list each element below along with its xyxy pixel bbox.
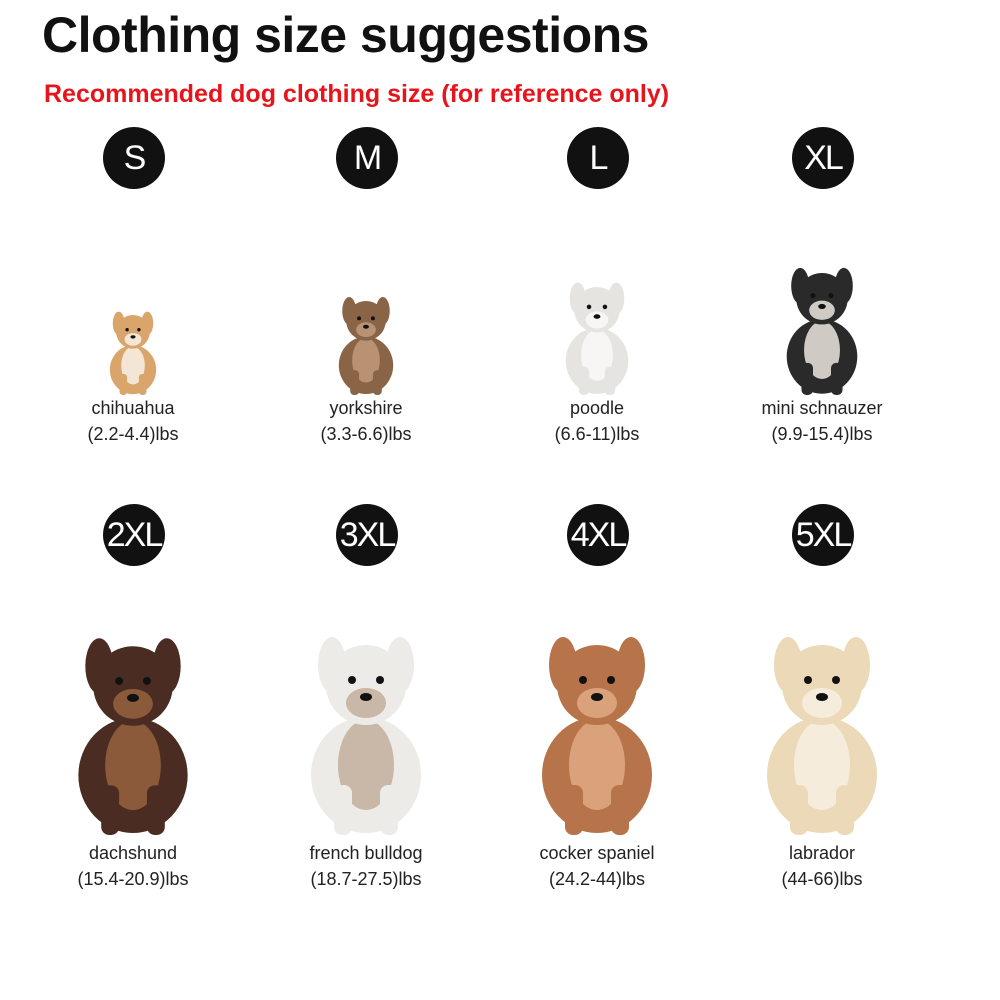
- size-badge: 4XL: [567, 504, 629, 566]
- dog-chest: [121, 346, 145, 385]
- dog-chest: [352, 338, 380, 383]
- dog-muzzle: [577, 688, 617, 718]
- mini-schnauzer-dog-image: [786, 267, 858, 395]
- cocker-spaniel-dog-image: [542, 637, 652, 835]
- dog-chest: [105, 720, 161, 811]
- dog-eye: [810, 292, 816, 299]
- dog-head: [116, 314, 150, 349]
- weight-range: (44-66)lbs: [781, 869, 863, 889]
- dachshund-dog-image: [78, 638, 188, 835]
- weight-range: (6.6-11)lbs: [554, 424, 640, 444]
- chihuahua-dog-image: [109, 311, 157, 395]
- dog-head: [93, 646, 173, 726]
- dog-eye: [348, 676, 356, 684]
- breed-name: cocker spaniel: [539, 843, 655, 863]
- dog-leg: [138, 373, 147, 395]
- dog-chest: [581, 329, 613, 381]
- weight-range: (18.7-27.5)lbs: [310, 869, 422, 889]
- weight-range: (24.2-44)lbs: [548, 869, 646, 889]
- dog-leg: [119, 373, 128, 395]
- dog-muzzle: [809, 300, 835, 320]
- dog-eye: [602, 304, 608, 310]
- dog-leg: [830, 362, 843, 395]
- size-badge: 5XL: [792, 504, 854, 566]
- breed-name: chihuahua: [91, 398, 175, 418]
- dog-leg: [380, 785, 398, 835]
- dog-leg: [790, 785, 808, 835]
- poodle-dog-image: [565, 282, 629, 395]
- french-bulldog-dog-image: [311, 637, 421, 835]
- dog-muzzle: [113, 688, 153, 719]
- dog-eye: [607, 676, 615, 684]
- breed-name: french bulldog: [309, 843, 423, 863]
- dog-eye: [370, 316, 375, 321]
- dog-head: [782, 645, 862, 725]
- dog-nose: [818, 303, 826, 309]
- dog-eye: [828, 292, 834, 299]
- dog-chest: [794, 720, 850, 810]
- dog-eye: [137, 328, 141, 332]
- breed-name: poodle: [569, 398, 625, 418]
- size-badge: S: [103, 127, 165, 189]
- size-badge: L: [567, 127, 629, 189]
- dog-muzzle: [585, 311, 609, 329]
- subtitle: Recommended dog clothing size (for refer…: [44, 80, 670, 108]
- dog-head: [574, 287, 620, 333]
- dog-chest: [569, 720, 625, 810]
- dog-eye: [376, 676, 384, 684]
- dog-nose: [360, 693, 372, 701]
- dog-muzzle: [356, 322, 376, 338]
- weight-range: (3.3-6.6)lbs: [320, 424, 412, 444]
- dog-chest: [338, 720, 394, 810]
- dog-head: [346, 300, 386, 341]
- dog-leg: [604, 366, 616, 395]
- weight-range: (2.2-4.4)lbs: [87, 424, 179, 444]
- weight-range: (15.4-20.9)lbs: [77, 869, 189, 889]
- yorkshire-dog-image: [338, 297, 394, 395]
- dog-leg: [372, 370, 382, 395]
- dog-eye: [115, 677, 124, 685]
- dog-muzzle: [124, 333, 142, 346]
- size-badge: M: [336, 127, 398, 189]
- dog-leg: [350, 370, 360, 395]
- page-title: Clothing size suggestions: [42, 7, 649, 63]
- dog-head: [326, 645, 406, 725]
- size-badge: XL: [792, 127, 854, 189]
- dog-eye: [142, 677, 151, 685]
- size-badge: 3XL: [336, 504, 398, 566]
- dog-head: [557, 645, 637, 725]
- breed-name: dachshund: [88, 843, 178, 863]
- dog-leg: [801, 362, 814, 395]
- dog-leg: [101, 785, 120, 835]
- dog-nose: [591, 693, 603, 701]
- dog-leg: [146, 785, 165, 835]
- dog-eye: [125, 328, 129, 332]
- breed-name: yorkshire: [329, 398, 403, 418]
- dog-nose: [363, 324, 369, 329]
- dog-leg: [611, 785, 629, 835]
- dog-leg: [578, 366, 590, 395]
- dog-nose: [816, 693, 828, 701]
- dog-muzzle: [802, 688, 842, 718]
- breed-name: labrador: [788, 843, 856, 863]
- labrador-dog-image: [767, 637, 877, 835]
- dog-chest: [804, 321, 840, 379]
- dog-leg: [334, 785, 352, 835]
- dog-leg: [565, 785, 583, 835]
- dog-eye: [586, 304, 592, 310]
- dog-eye: [357, 316, 362, 321]
- dog-nose: [130, 335, 136, 339]
- dog-head: [796, 273, 848, 325]
- weight-range: (9.9-15.4)lbs: [771, 424, 873, 444]
- dog-muzzle: [346, 688, 386, 718]
- dog-leg: [836, 785, 854, 835]
- dog-eye: [579, 676, 587, 684]
- size-badge: 2XL: [103, 504, 165, 566]
- dog-eye: [804, 676, 812, 684]
- dog-nose: [127, 693, 139, 702]
- breed-name: mini schnauzer: [761, 398, 883, 418]
- dog-eye: [832, 676, 840, 684]
- dog-nose: [593, 314, 601, 319]
